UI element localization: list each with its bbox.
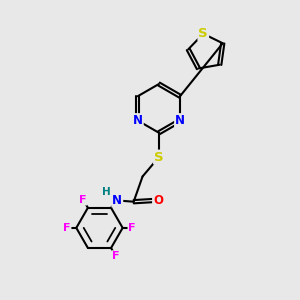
Text: S: S <box>154 151 164 164</box>
Text: F: F <box>112 251 120 261</box>
Text: F: F <box>80 195 87 205</box>
Text: O: O <box>153 194 163 207</box>
Text: H: H <box>102 187 110 197</box>
Text: N: N <box>175 114 185 127</box>
Text: N: N <box>112 194 122 207</box>
Text: N: N <box>133 114 143 127</box>
Text: S: S <box>199 27 208 40</box>
Text: F: F <box>63 223 70 233</box>
Text: F: F <box>128 223 136 233</box>
